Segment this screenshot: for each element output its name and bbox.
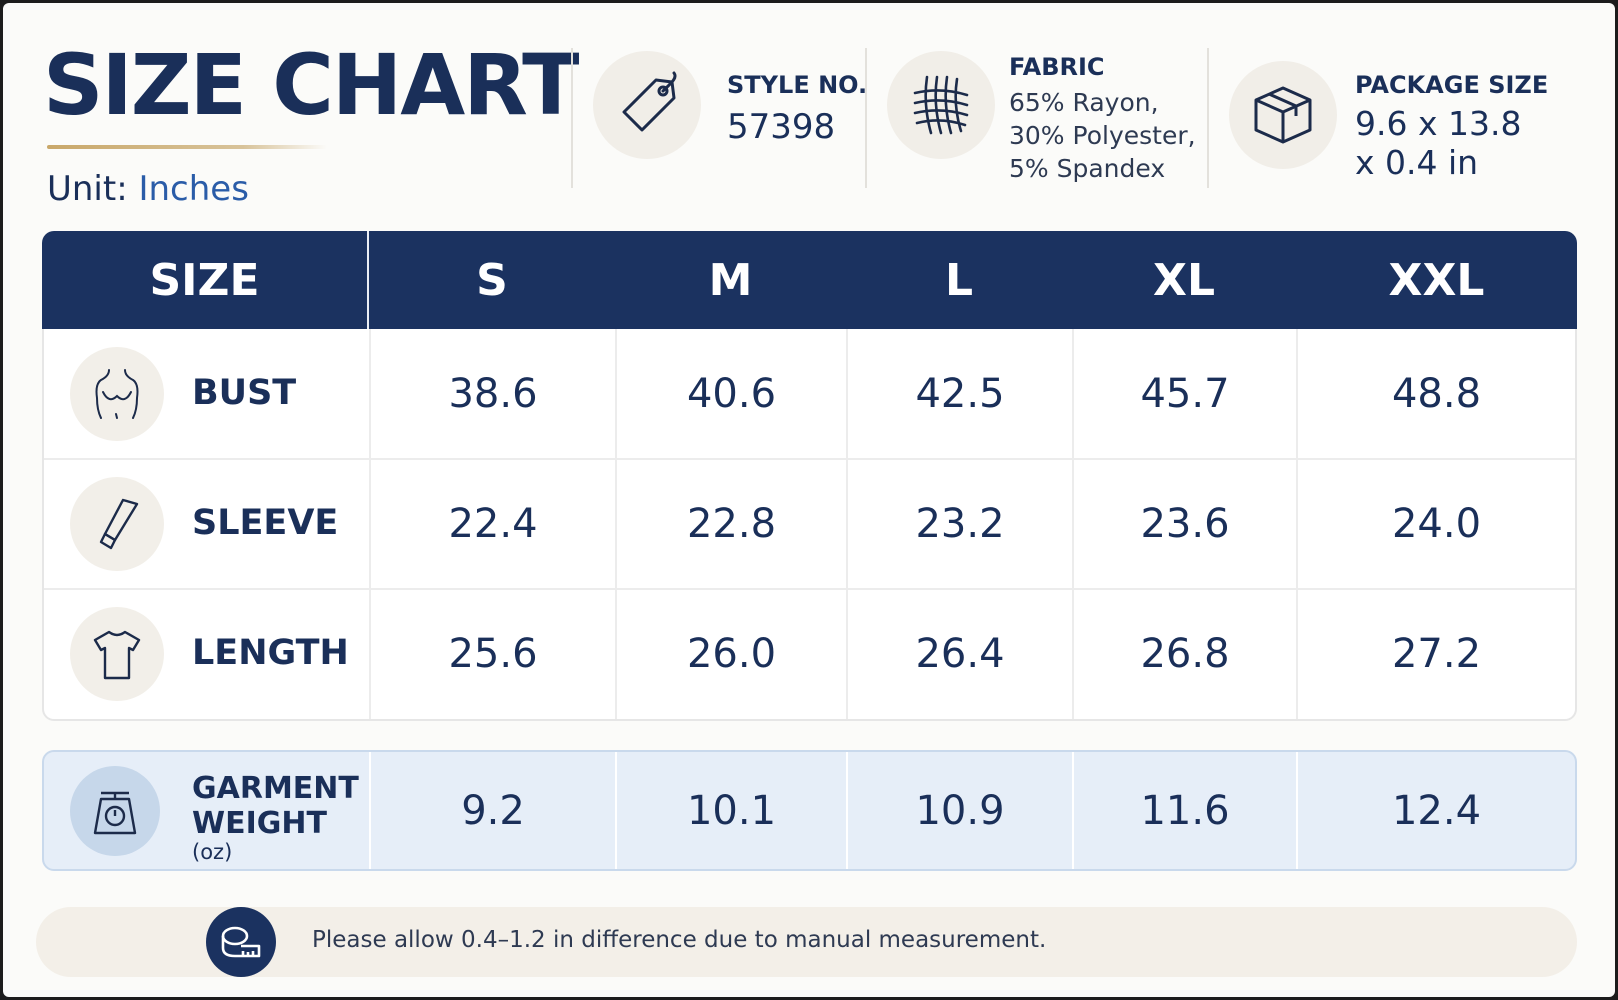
bust-icon: [70, 347, 164, 441]
style-value: 57398: [727, 107, 836, 147]
price-tag-icon: [593, 51, 701, 159]
table-cell: 26.0: [686, 631, 777, 677]
unit-label: Unit:: [47, 169, 128, 209]
package-line: x 0.4 in: [1355, 143, 1479, 182]
header-divider: [865, 48, 867, 188]
table-cell: 22.8: [686, 501, 777, 547]
header-cell: XL: [1153, 254, 1215, 306]
table-cell: 40.6: [686, 371, 777, 417]
weight-cell: 10.9: [915, 787, 1005, 834]
garment-weight-row: GARMENT WEIGHT (oz) 9.2 10.1 10.9 11.6 1…: [42, 750, 1577, 871]
weight-cell: 9.2: [461, 787, 525, 834]
weight-unit: (oz): [192, 840, 233, 864]
fabric-weave-icon: [887, 51, 995, 159]
weight-label: GARMENT WEIGHT: [192, 771, 359, 841]
fabric-label: FABRIC: [1009, 53, 1105, 81]
weight-cell: 11.6: [1140, 787, 1230, 834]
scale-icon: [70, 766, 160, 856]
fabric-line: 30% Polyester,: [1009, 121, 1196, 150]
table-header: SIZE S M L XL XXL: [42, 231, 1577, 329]
weight-cell: 10.1: [686, 787, 777, 834]
table-cell: 23.6: [1140, 501, 1230, 547]
note-text: Please allow 0.4–1.2 in difference due t…: [312, 927, 1047, 953]
row-label: SLEEVE: [192, 503, 339, 543]
package-label: PACKAGE SIZE: [1355, 71, 1549, 99]
table-cell: 22.4: [448, 501, 538, 547]
table-cell: 26.8: [1140, 631, 1230, 677]
fabric-line: 5% Spandex: [1009, 154, 1166, 183]
unit-line: Unit: Inches: [47, 169, 249, 209]
table-cell: 38.6: [448, 371, 538, 417]
table-cell: 25.6: [448, 631, 538, 677]
header-cell: S: [476, 254, 508, 306]
sleeve-icon: [70, 477, 164, 571]
fabric-line: 65% Rayon,: [1009, 88, 1159, 117]
table-cell: 23.2: [915, 501, 1005, 547]
header-cell: XXL: [1388, 254, 1485, 306]
table-cell: 26.4: [915, 631, 1005, 677]
row-label: BUST: [192, 373, 297, 413]
unit-value: Inches: [138, 169, 249, 209]
page-title: SIZE CHART: [43, 36, 579, 134]
header-divider: [1207, 48, 1209, 188]
table-cell: 45.7: [1140, 371, 1230, 417]
style-label: STYLE NO.: [727, 71, 868, 99]
measuring-tape-icon: [206, 907, 276, 977]
box-icon: [1229, 61, 1337, 169]
header-cell: M: [708, 254, 753, 306]
table-cell: 24.0: [1391, 501, 1482, 547]
size-chart-card: SIZE CHART Unit: Inches STYLE NO. 57398 …: [3, 3, 1615, 997]
header-divider: [367, 231, 369, 329]
row-label: LENGTH: [192, 633, 349, 673]
header-divider: [571, 48, 573, 188]
package-line: 9.6 x 13.8: [1355, 104, 1522, 143]
title-underline: [47, 145, 327, 149]
table-cell: 48.8: [1391, 371, 1482, 417]
header-cell: SIZE: [149, 254, 260, 306]
measurement-table: BUST 38.6 40.6 42.5 45.7 48.8 SLEEVE 22.…: [42, 329, 1577, 721]
table-row: LENGTH 25.6 26.0 26.4 26.8 27.2: [44, 589, 1575, 719]
measurement-note: Please allow 0.4–1.2 in difference due t…: [36, 907, 1577, 977]
weight-cell: 12.4: [1391, 787, 1482, 834]
table-row: BUST 38.6 40.6 42.5 45.7 48.8: [44, 329, 1575, 459]
table-cell: 27.2: [1391, 631, 1482, 677]
header-cell: L: [944, 254, 974, 306]
tshirt-icon: [70, 607, 164, 701]
table-row: SLEEVE 22.4 22.8 23.2 23.6 24.0: [44, 459, 1575, 589]
table-cell: 42.5: [915, 371, 1005, 417]
